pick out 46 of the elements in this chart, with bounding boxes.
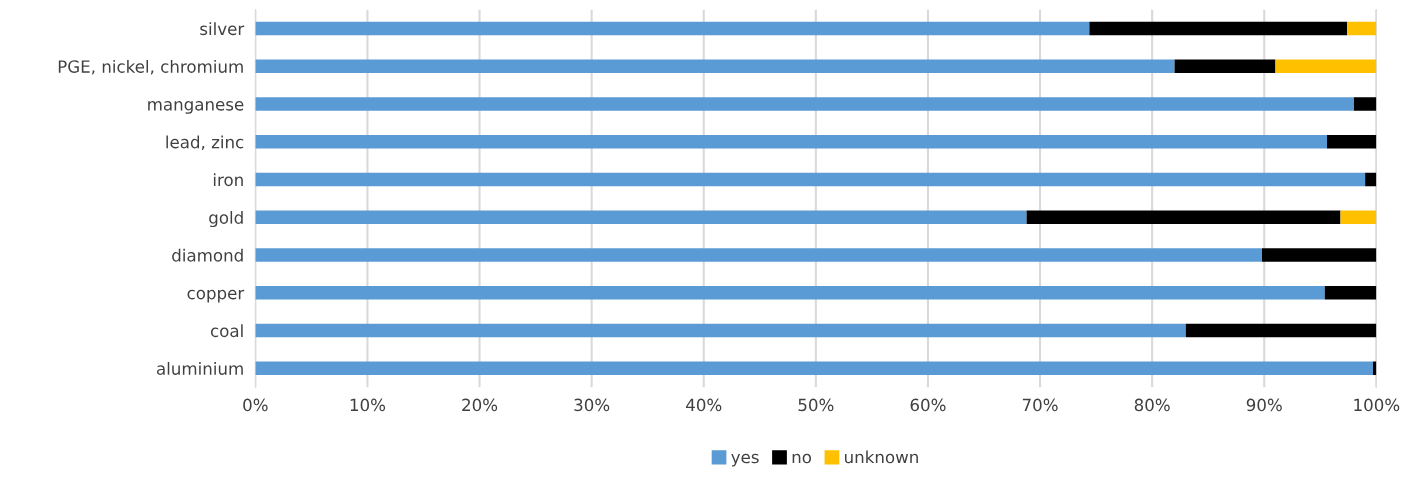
x-tick-label: 20% xyxy=(462,398,498,412)
bar xyxy=(1089,21,1348,36)
legend-label: no xyxy=(792,453,812,464)
bar xyxy=(1365,172,1377,187)
bar xyxy=(255,210,1027,225)
bar xyxy=(1275,59,1377,74)
y-tick-label: iron xyxy=(213,173,243,187)
y-tick-label: lead, zinc xyxy=(166,135,244,151)
bar xyxy=(1174,59,1276,74)
legend-label: yes xyxy=(731,453,759,467)
bar xyxy=(255,172,1366,187)
legend-label: unknown xyxy=(845,450,918,464)
x-tick-label: 100% xyxy=(1354,398,1400,412)
bar xyxy=(255,323,1186,338)
x-tick-label: 90% xyxy=(1246,398,1282,412)
x-tick-label: 50% xyxy=(798,398,834,412)
bar xyxy=(255,97,1354,111)
y-tick-label: aluminium xyxy=(156,361,243,375)
bar xyxy=(255,135,1328,149)
x-tick-label: 70% xyxy=(1022,398,1058,412)
y-tick-label: PGE, nickel, chromium xyxy=(58,59,243,75)
y-tick-label: manganese xyxy=(148,101,244,114)
x-tick-label: 40% xyxy=(686,398,722,412)
bar xyxy=(1185,323,1377,338)
y-tick-label: silver xyxy=(200,22,245,36)
bar xyxy=(1353,97,1377,111)
y-tick-label: diamond xyxy=(172,248,243,262)
x-tick-label: 60% xyxy=(910,398,946,412)
bar xyxy=(1324,286,1377,300)
x-tick-label: 80% xyxy=(1134,398,1170,412)
bar xyxy=(1327,135,1377,149)
x-tick-label: 0% xyxy=(243,398,268,412)
bar xyxy=(1340,210,1377,225)
bar xyxy=(255,286,1325,300)
bar xyxy=(1262,248,1377,262)
bar xyxy=(255,248,1262,262)
bar xyxy=(1026,210,1341,225)
y-tick-label: copper xyxy=(187,289,245,303)
y-tick-label: coal xyxy=(210,324,243,338)
x-tick-label: 30% xyxy=(574,398,610,412)
bar xyxy=(1347,21,1377,36)
y-tick-label: gold xyxy=(209,210,243,228)
bar xyxy=(255,361,1373,376)
bar xyxy=(255,59,1175,74)
x-tick-label: 10% xyxy=(350,398,386,412)
bar xyxy=(255,21,1090,36)
